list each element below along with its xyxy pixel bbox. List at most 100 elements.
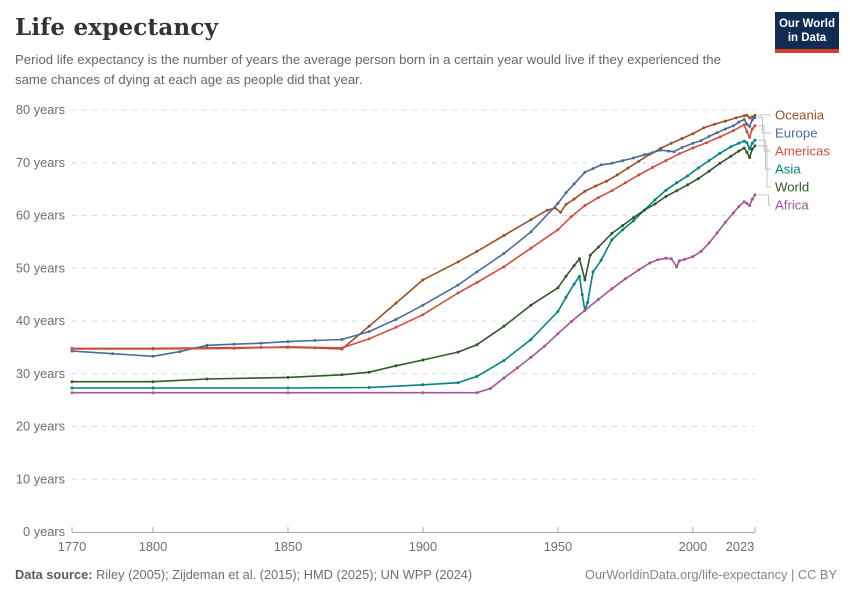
series-point-africa-1994	[675, 265, 679, 269]
series-point-americas-2023	[753, 124, 757, 128]
series-point-world-1920	[475, 343, 479, 347]
series-point-africa-1940	[529, 355, 533, 359]
legend-connector-americas	[758, 125, 771, 152]
series-point-oceania-1964	[594, 184, 598, 188]
series-point-americas-2005	[704, 141, 708, 145]
series-point-world-1998	[686, 183, 689, 187]
series-line-americas[interactable]	[72, 124, 756, 350]
series-line-africa[interactable]	[72, 194, 756, 394]
series-point-africa-1970	[610, 287, 614, 291]
series-point-oceania-2004	[702, 126, 706, 130]
y-tick-label-40: 40 years	[16, 313, 65, 328]
series-point-africa-1997	[683, 257, 687, 261]
series-point-europe-1956	[572, 182, 576, 186]
series-point-oceania-1880	[367, 324, 371, 328]
legend-label-americas[interactable]: Americas	[775, 144, 830, 159]
owid-logo[interactable]: Our World in Data	[775, 12, 839, 53]
series-point-europe-1950	[556, 201, 560, 205]
legend-label-africa[interactable]: Africa	[775, 198, 809, 213]
series-point-oceania-1976	[626, 166, 630, 170]
series-point-world-1953	[564, 274, 568, 278]
series-point-africa-1930	[502, 376, 506, 380]
series-point-europe-1870	[340, 338, 344, 341]
series-point-americas-1913	[456, 291, 460, 295]
series-point-oceania-1980	[637, 159, 641, 163]
data-source-label: Data source:	[15, 567, 93, 582]
x-tick-label-1950: 1950	[544, 539, 572, 554]
owid-link[interactable]: OurWorldinData.org/life-expectancy | CC …	[584, 567, 837, 582]
series-point-asia-1800	[151, 386, 155, 390]
y-tick-label-50: 50 years	[16, 260, 65, 275]
series-point-world-1870	[340, 373, 344, 377]
series-point-asia-2020	[745, 141, 749, 145]
series-point-oceania-1953	[564, 202, 568, 206]
legend-label-asia[interactable]: Asia	[775, 162, 801, 177]
legend-label-europe[interactable]: Europe	[775, 126, 818, 141]
series-line-oceania[interactable]	[72, 114, 756, 350]
series-point-world-1960	[583, 278, 587, 282]
series-point-americas-2010	[718, 135, 722, 139]
series-point-europe-2019	[742, 118, 746, 121]
series-point-europe-1785	[111, 352, 114, 356]
series-point-oceania-1968	[605, 179, 608, 183]
chart-header: Life expectancy Period life expectancy i…	[15, 14, 755, 90]
series-point-world-1800	[151, 380, 155, 384]
series-point-africa-2022	[750, 197, 754, 201]
series-point-europe-1970	[610, 161, 614, 165]
series-point-oceania-1951	[559, 210, 563, 214]
series-point-americas-1940	[529, 246, 533, 250]
series-point-asia-1953	[564, 295, 568, 299]
series-point-asia-1963	[591, 270, 595, 274]
series-line-asia[interactable]	[72, 139, 756, 389]
series-point-americas-1870	[340, 346, 344, 350]
series-point-world-1986	[653, 202, 657, 206]
series-point-americas-1850	[286, 345, 290, 349]
series-point-africa-1950	[556, 332, 560, 336]
legend-label-oceania[interactable]: Oceania	[775, 108, 825, 123]
series-point-europe-1940	[529, 230, 533, 234]
series-point-world-1994	[675, 189, 679, 193]
legend-connector-africa	[758, 194, 771, 206]
series-point-europe-1890	[394, 317, 398, 321]
series-point-world-1990	[664, 195, 668, 198]
x-tick-label-1800: 1800	[139, 539, 167, 554]
series-point-oceania-2008	[713, 122, 716, 126]
series-point-africa-1955	[569, 320, 573, 323]
series-point-europe-1810	[178, 350, 182, 354]
series-point-americas-1900	[421, 313, 425, 317]
series-point-africa-2017	[737, 205, 741, 208]
series-point-americas-2000	[691, 146, 695, 150]
chart-footer: Data source: Riley (2005); Zijdeman et a…	[15, 567, 837, 582]
series-point-asia-1978	[632, 219, 635, 223]
series-point-world-1900	[421, 358, 425, 362]
series-point-africa-1800	[151, 391, 155, 395]
series-point-asia-1998	[686, 174, 689, 178]
series-point-europe-1985	[650, 151, 654, 155]
series-point-europe-1982	[642, 153, 646, 157]
series-point-americas-1965	[596, 196, 600, 200]
series-point-world-1850	[286, 375, 290, 379]
series-point-asia-1958	[578, 274, 581, 278]
series-point-oceania-1890	[394, 301, 398, 305]
series-point-asia-1850	[286, 386, 290, 390]
series-point-asia-2023	[753, 138, 757, 142]
series-point-oceania-1920	[475, 249, 479, 253]
series-point-africa-1984	[648, 261, 652, 265]
series-point-world-1890	[394, 364, 398, 368]
series-point-africa-1770	[70, 391, 74, 395]
series-point-europe-2017	[737, 120, 741, 124]
series-point-asia-1770	[70, 386, 74, 390]
series-point-asia-1913	[456, 381, 460, 385]
series-point-americas-2015	[731, 129, 735, 133]
series-point-africa-1900	[421, 391, 425, 395]
series-point-asia-2014	[729, 145, 733, 149]
series-point-oceania-2023	[753, 113, 757, 117]
series-point-europe-1900	[421, 303, 425, 307]
series-point-asia-1990	[664, 188, 668, 192]
series-point-world-2014	[729, 154, 733, 158]
legend-label-world[interactable]: World	[775, 180, 809, 195]
series-point-world-1913	[456, 350, 460, 354]
series-point-americas-1800	[151, 347, 155, 351]
series-line-world[interactable]	[72, 145, 756, 383]
series-point-asia-1956	[572, 282, 576, 286]
